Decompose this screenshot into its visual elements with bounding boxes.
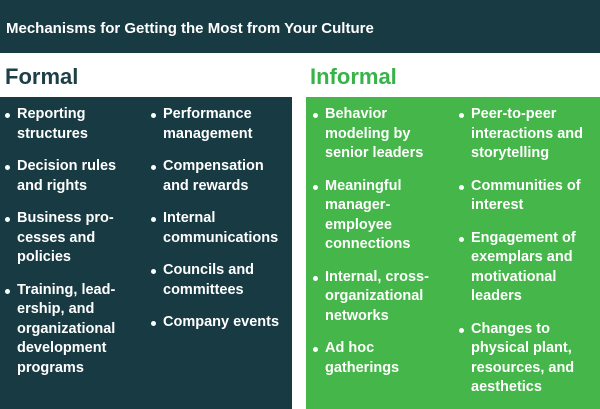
list-item: Business pro-cesses and policies	[4, 209, 138, 268]
informal-list-left: Behavior modeling by senior leaders Mean…	[312, 105, 452, 391]
informal-panel: Behavior modeling by senior leaders Mean…	[306, 97, 600, 409]
list-item: Internal, cross-organizational networks	[312, 268, 452, 327]
list-item: Engagement of exemplars and motivational…	[458, 229, 598, 307]
list-item: Internal communications	[150, 209, 290, 248]
list-item: Changes to physical plant, resources, an…	[458, 320, 598, 398]
formal-list-left: Reporting structures Decision rules and …	[4, 105, 138, 391]
item-text: Decision rules and rights	[17, 158, 117, 194]
informal-heading: Informal	[310, 64, 397, 89]
item-text: Internal communications	[163, 210, 279, 246]
item-text: Performance management	[163, 106, 253, 142]
bullet-icon	[459, 327, 464, 333]
item-text: Councils and committees	[163, 262, 255, 298]
list-item: Communities of interest	[458, 177, 598, 216]
formal-panel: Reporting structures Decision rules and …	[0, 97, 292, 409]
bullet-icon	[151, 217, 156, 222]
header-bar: Mechanisms for Getting the Most from You…	[0, 0, 600, 53]
item-text: Meaningful manager-employee connections	[325, 177, 411, 253]
item-text: Behavior modeling by senior leaders	[325, 106, 424, 161]
item-text: Reporting structures	[17, 106, 88, 142]
item-text: Internal, cross-organizational networks	[325, 268, 429, 324]
list-item: Councils and committees	[150, 261, 290, 300]
list-item: Peer-to-peer interactions and storytelli…	[458, 105, 598, 164]
bullet-icon	[313, 113, 318, 118]
bullet-icon	[151, 165, 156, 170]
bullet-icon	[459, 184, 464, 190]
item-text: Peer-to-peer interactions and storytelli…	[471, 106, 583, 161]
list-item: Compensation and rewards	[150, 157, 290, 196]
page-title: Mechanisms for Getting the Most from You…	[6, 20, 374, 37]
bullet-icon	[459, 236, 464, 242]
bullet-icon	[5, 288, 10, 294]
bullet-icon	[313, 275, 318, 281]
item-text: Business pro-cesses and policies	[17, 210, 114, 265]
bullet-icon	[5, 165, 10, 170]
item-text: Engagement of exemplars and motivational…	[471, 229, 576, 305]
list-item: Company events	[150, 313, 290, 333]
item-text: Training, lead-ership, and organizationa…	[17, 281, 116, 376]
item-text: Ad hoc gatherings	[325, 340, 400, 376]
formal-list-right: Performance management Compensation and …	[150, 105, 290, 346]
list-item: Ad hoc gatherings	[312, 339, 452, 378]
bullet-icon	[313, 347, 318, 352]
bullet-icon	[151, 269, 156, 274]
bullet-icon	[151, 113, 156, 118]
list-item: Reporting structures	[4, 105, 138, 144]
list-item: Decision rules and rights	[4, 157, 138, 196]
bullet-icon	[151, 321, 156, 326]
informal-list-right: Peer-to-peer interactions and storytelli…	[458, 105, 598, 409]
item-text: Communities of interest	[471, 177, 581, 214]
bullet-icon	[5, 113, 10, 118]
list-item: Training, lead-ership, and organizationa…	[4, 281, 138, 379]
list-item: Performance management	[150, 105, 290, 144]
item-text: Changes to physical plant, resources, an…	[471, 320, 575, 396]
list-item: Behavior modeling by senior leaders	[312, 105, 452, 164]
item-text: Company events	[163, 314, 280, 330]
bullet-icon	[5, 217, 10, 222]
bullet-icon	[459, 113, 464, 118]
item-text: Compensation and rewards	[163, 158, 264, 194]
formal-heading: Formal	[5, 64, 79, 89]
list-item: Meaningful manager-employee connections	[312, 177, 452, 255]
bullet-icon	[313, 184, 318, 190]
